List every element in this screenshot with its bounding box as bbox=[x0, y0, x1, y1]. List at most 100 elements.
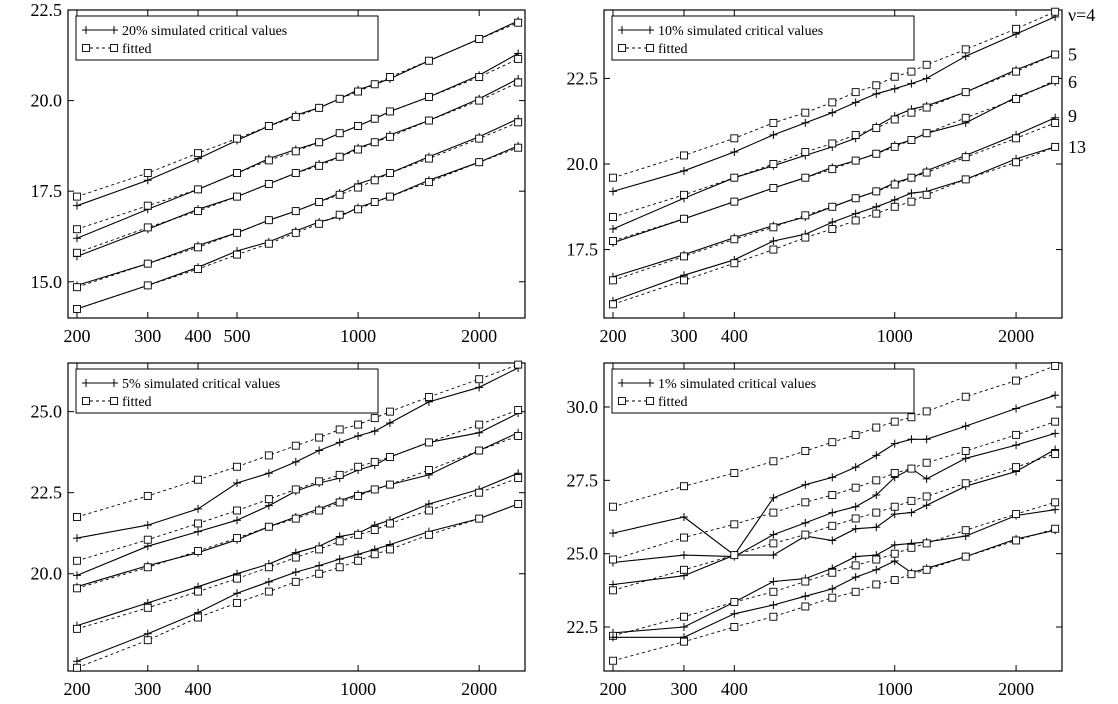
simulated-point bbox=[72, 234, 81, 243]
fitted-point bbox=[680, 565, 688, 574]
fitted-point bbox=[1051, 524, 1060, 533]
fitted-series bbox=[609, 50, 1060, 221]
fitted-point bbox=[851, 130, 860, 139]
fitted-point bbox=[264, 495, 273, 504]
x-tick-label: 1000 bbox=[340, 679, 376, 699]
fitted-point bbox=[801, 233, 810, 242]
fitted-point bbox=[890, 417, 899, 426]
fitted-point bbox=[514, 431, 523, 440]
fitted-point bbox=[291, 577, 300, 586]
simulated-line bbox=[612, 146, 1056, 302]
fitted-point bbox=[354, 205, 363, 214]
fitted-point bbox=[769, 457, 778, 466]
fitted-point bbox=[194, 149, 202, 158]
fitted-point bbox=[1012, 24, 1021, 33]
fitted-point bbox=[907, 108, 916, 117]
fitted-point bbox=[194, 185, 202, 194]
fitted-point bbox=[385, 192, 394, 201]
fitted-point bbox=[961, 479, 970, 488]
fitted-point bbox=[514, 54, 523, 63]
fitted-point bbox=[424, 116, 433, 125]
legend-fitted-marker bbox=[646, 397, 654, 405]
simulated-point bbox=[872, 523, 881, 532]
fitted-point bbox=[1051, 449, 1060, 458]
fitted-point bbox=[73, 248, 81, 257]
fitted-point bbox=[851, 194, 860, 203]
fitted-series bbox=[73, 406, 523, 565]
fitted-point bbox=[609, 555, 617, 564]
fitted-line bbox=[76, 477, 519, 630]
fitted-point bbox=[291, 553, 300, 562]
simulated-point bbox=[907, 508, 916, 517]
simulated-line bbox=[76, 118, 519, 286]
fitted-point bbox=[828, 165, 837, 174]
fitted-point bbox=[424, 466, 433, 474]
simulated-line bbox=[612, 509, 1056, 634]
fitted-point bbox=[872, 149, 881, 158]
simulated-line bbox=[76, 367, 519, 539]
fitted-point bbox=[730, 235, 739, 244]
fitted-point bbox=[828, 521, 837, 530]
fitted-point bbox=[315, 198, 324, 206]
legend-label-fitted: fitted bbox=[122, 395, 152, 410]
legend-box bbox=[611, 15, 915, 61]
simulated-point bbox=[315, 561, 324, 570]
fitted-series bbox=[609, 361, 1060, 511]
fitted-point bbox=[730, 197, 739, 206]
simulated-point bbox=[890, 557, 899, 565]
legend-fitted-marker bbox=[110, 397, 118, 405]
fitted-point bbox=[769, 539, 778, 548]
fitted-point bbox=[370, 80, 379, 89]
fitted-point bbox=[872, 508, 881, 517]
simulated-point bbox=[1051, 505, 1060, 514]
fitted-point bbox=[769, 612, 778, 621]
fitted-point bbox=[264, 451, 273, 460]
simulated-point bbox=[801, 118, 810, 127]
fitted-point bbox=[475, 488, 484, 497]
legend-label-fitted: fitted bbox=[658, 395, 688, 410]
plot-frame bbox=[67, 362, 526, 672]
legend-label-simulated: 5% simulated critical values bbox=[122, 377, 280, 392]
fitted-point bbox=[961, 88, 970, 97]
simulated-point bbox=[907, 79, 916, 88]
fitted-point bbox=[315, 569, 324, 578]
fitted-point bbox=[961, 45, 970, 54]
fitted-point bbox=[424, 438, 433, 447]
fitted-point bbox=[335, 498, 344, 507]
fitted-point bbox=[730, 469, 739, 477]
simulated-point bbox=[291, 568, 300, 577]
simulated-point bbox=[291, 457, 300, 466]
fitted-point bbox=[233, 250, 241, 259]
fitted-point bbox=[475, 35, 484, 43]
simulated-point bbox=[801, 480, 810, 489]
simulated-line bbox=[76, 472, 519, 627]
x-tick-label: 1000 bbox=[340, 326, 376, 346]
simulated-point bbox=[872, 491, 881, 499]
fitted-point bbox=[233, 574, 241, 583]
simulated-point bbox=[828, 218, 837, 227]
fitted-point bbox=[1012, 510, 1021, 519]
fitted-point bbox=[730, 259, 739, 268]
fitted-point bbox=[264, 179, 273, 188]
fitted-point bbox=[194, 547, 202, 555]
chart-panel-2: 200 300 400 1000 2000 17.5 20.0 22.5 10% simulat… bbox=[567, 5, 1096, 346]
fitted-point bbox=[385, 132, 394, 141]
legend-fitted-marker bbox=[82, 397, 90, 405]
fitted-series bbox=[73, 18, 523, 201]
fitted-point bbox=[73, 624, 81, 633]
fitted-series bbox=[73, 474, 523, 633]
fitted-line bbox=[76, 147, 519, 310]
chart-panel-1: 200 300 400 500 1000 2000 15.0 17.5 20.0 22.5 20% … bbox=[31, 0, 526, 346]
fitted-point bbox=[730, 551, 739, 560]
y-tick-label: 22.5 bbox=[31, 0, 63, 20]
fitted-point bbox=[143, 603, 152, 612]
y-tick-label: 27.5 bbox=[567, 470, 599, 490]
simulated-point bbox=[769, 237, 778, 245]
fitted-point bbox=[475, 73, 484, 81]
simulated-point bbox=[608, 529, 617, 538]
fitted-point bbox=[828, 139, 837, 148]
simulated-point bbox=[828, 584, 837, 593]
fitted-point bbox=[1051, 7, 1060, 16]
legend-label-fitted: fitted bbox=[658, 42, 688, 57]
